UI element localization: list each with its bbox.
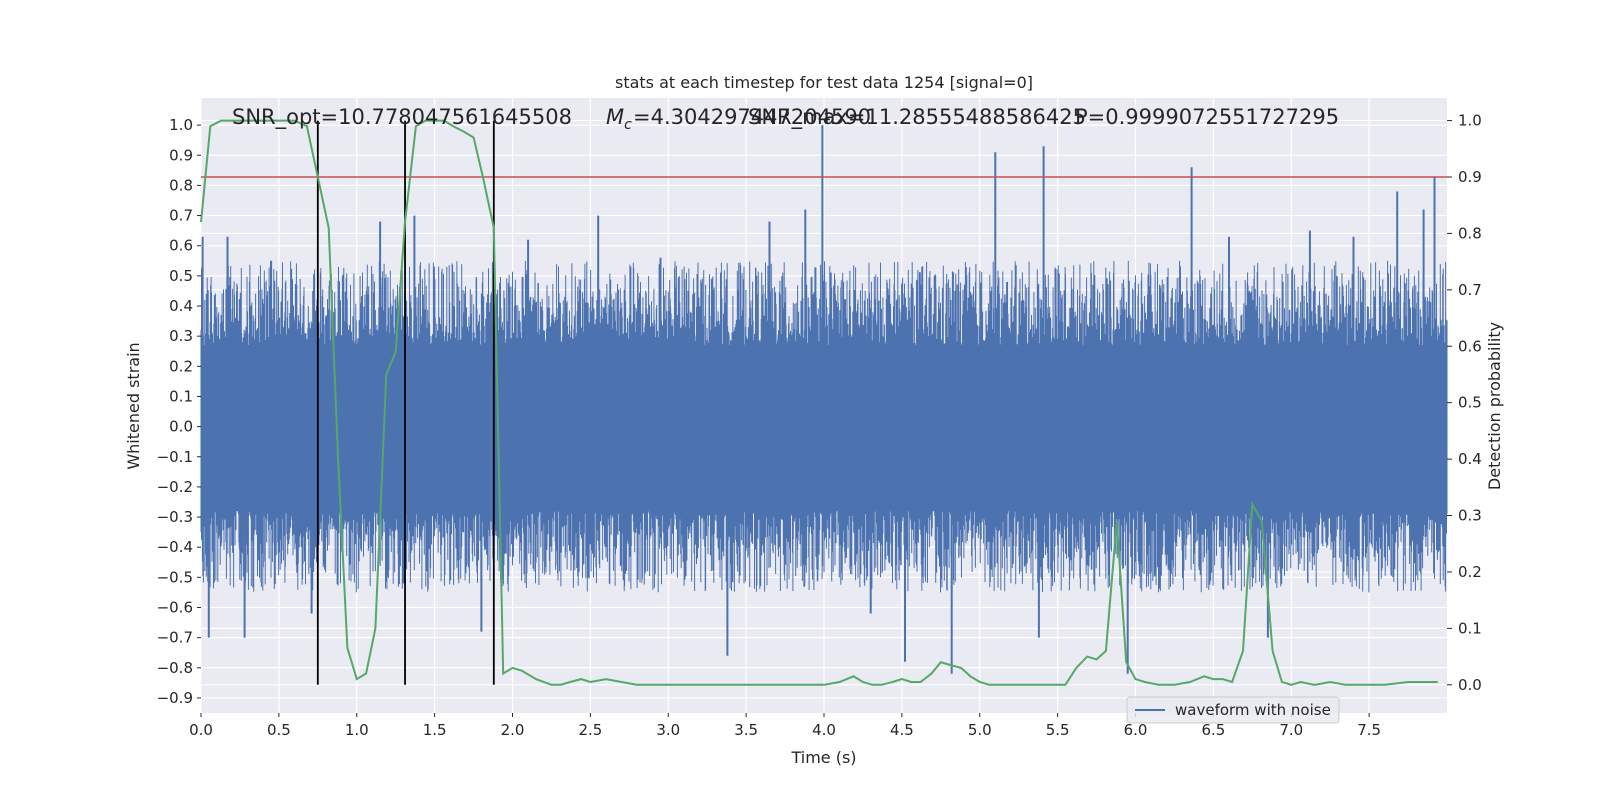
y2-tick-label: 0.5 (1458, 394, 1482, 412)
annotation-snr-opt: SNR_opt=10.778047561645508 (232, 105, 572, 130)
x-tick-label: 6.5 (1201, 721, 1225, 739)
y-tick-label: 1.0 (169, 116, 193, 134)
legend: waveform with noise (1126, 696, 1340, 724)
y2-tick-label: 0.3 (1458, 507, 1482, 525)
y-tick-label: −0.6 (157, 598, 193, 616)
y-tick-label: −0.8 (157, 659, 193, 677)
y-tick-label: 0.9 (169, 146, 193, 164)
y-tick-label: 0.4 (169, 297, 193, 315)
x-tick-label: 7.5 (1357, 721, 1381, 739)
y-tick-label: 0.0 (169, 418, 193, 436)
y-tick-label: 0.5 (169, 267, 193, 285)
annotation-mc-value: =4.304297447204590 (633, 105, 871, 129)
x-tick-label: 6.0 (1124, 721, 1148, 739)
y2-axis-label: Detection probability (1485, 322, 1504, 490)
x-tick-label: 7.0 (1279, 721, 1303, 739)
x-tick-label: 0.5 (267, 721, 291, 739)
y-tick-label: 0.8 (169, 176, 193, 194)
y2-tick-label: 0.9 (1458, 168, 1482, 186)
x-tick-label: 4.0 (812, 721, 836, 739)
axes: 0.0 0.5 1.0 1.5 2.0 2.5 3.0 3.5 4.0 4.5 5.0 5.5 6.0 6… (157, 112, 1482, 739)
y-tick-label: 0.7 (169, 207, 193, 225)
plot-layer (200, 119, 1448, 686)
annotation-mc-symbol: Mc (606, 105, 632, 133)
y2-tick-label: 0.7 (1458, 281, 1482, 299)
x-axis-label: Time (s) (790, 748, 856, 767)
y-tick-label: −0.1 (157, 448, 193, 466)
y-tick-label: −0.5 (157, 568, 193, 586)
y-tick-label: −0.7 (157, 629, 193, 647)
y-axis-label: Whitened strain (124, 342, 143, 469)
x-tick-label: 2.0 (501, 721, 525, 739)
y-tick-label: −0.2 (157, 478, 193, 496)
chart-title: stats at each timestep for test data 125… (615, 73, 1033, 92)
y2-tick-label: 0.8 (1458, 224, 1482, 242)
y2-tick-label: 0.1 (1458, 619, 1482, 637)
x-tick-label: 2.5 (578, 721, 602, 739)
legend-label-waveform: waveform with noise (1175, 701, 1331, 719)
y-tick-label: 0.2 (169, 357, 193, 375)
x-tick-label: 5.0 (968, 721, 992, 739)
annotation-snr-max: SNR_max=11.28555488586425 (748, 105, 1086, 130)
y2-tick-label: 0.4 (1458, 450, 1482, 468)
annotation-mc-sub: c (624, 117, 632, 133)
y-tick-label: −0.4 (157, 538, 193, 556)
waveform-with-noise (200, 260, 1448, 593)
waveform-peaks (201, 125, 1436, 674)
y-tick-label: 0.6 (169, 237, 193, 255)
annotation-probability: P=0.9999072551727295 (1075, 105, 1339, 129)
y2-tick-label: 0.0 (1458, 676, 1482, 694)
x-tick-label: 4.5 (890, 721, 914, 739)
y2-tick-label: 0.2 (1458, 563, 1482, 581)
y-tick-label: 0.3 (169, 327, 193, 345)
y2-tick-label: 1.0 (1458, 112, 1482, 130)
x-tick-label: 3.0 (656, 721, 680, 739)
y2-tick-label: 0.6 (1458, 337, 1482, 355)
legend-frame (1126, 696, 1340, 724)
detection-probability-line (200, 119, 1438, 686)
y-tick-label: −0.9 (157, 689, 193, 707)
x-tick-label: 5.5 (1046, 721, 1070, 739)
x-tick-label: 3.5 (734, 721, 758, 739)
annotation-mc-main: M (606, 105, 624, 129)
y-tick-label: −0.3 (157, 508, 193, 526)
x-tick-label: 1.0 (345, 721, 369, 739)
x-tick-label: 1.5 (423, 721, 447, 739)
y-tick-label: 0.1 (169, 387, 193, 405)
x-tick-label: 0.0 (189, 721, 213, 739)
